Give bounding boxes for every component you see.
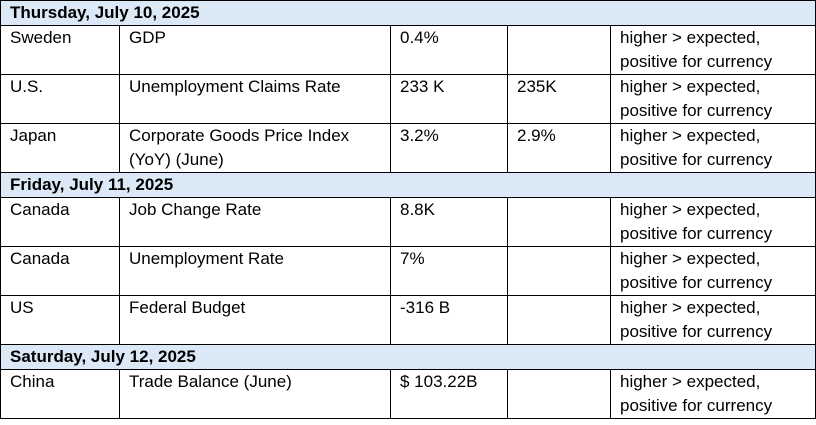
impact-cell: higher > expected, positive for currency bbox=[609, 74, 816, 124]
indicator-cell: Job Change Rate bbox=[119, 197, 391, 247]
impact-line: higher > expected, bbox=[620, 28, 761, 47]
actual-cell: 8.8K bbox=[390, 197, 508, 247]
impact-line: positive for currency bbox=[620, 52, 773, 71]
impact-line: higher > expected, bbox=[620, 249, 761, 268]
table-row: Japan Corporate Goods Price Index (YoY) … bbox=[0, 123, 816, 173]
impact-line: higher > expected, bbox=[620, 126, 761, 145]
forecast-cell bbox=[507, 369, 611, 419]
impact-line: higher > expected, bbox=[620, 298, 761, 317]
actual-cell: 7% bbox=[390, 246, 508, 296]
date-header: Friday, July 11, 2025 bbox=[0, 172, 816, 198]
impact-cell: higher > expected, positive for currency bbox=[609, 25, 816, 75]
impact-cell: higher > expected, positive for currency bbox=[609, 197, 816, 247]
forecast-cell: 235K bbox=[507, 74, 611, 124]
forecast-cell bbox=[507, 25, 611, 75]
country-cell: U.S. bbox=[0, 74, 120, 124]
actual-cell: 0.4% bbox=[390, 25, 508, 75]
date-header: Thursday, July 10, 2025 bbox=[0, 0, 816, 26]
date-header-row: Saturday, July 12, 2025 bbox=[0, 344, 816, 370]
impact-line: higher > expected, bbox=[620, 200, 761, 219]
actual-cell: 3.2% bbox=[390, 123, 508, 173]
indicator-cell: Corporate Goods Price Index (YoY) (June) bbox=[119, 123, 391, 173]
impact-line: positive for currency bbox=[620, 273, 773, 292]
impact-cell: higher > expected, positive for currency bbox=[609, 369, 816, 419]
country-cell: US bbox=[0, 295, 120, 345]
impact-cell: higher > expected, positive for currency bbox=[609, 123, 816, 173]
impact-line: positive for currency bbox=[620, 396, 773, 415]
impact-line: positive for currency bbox=[620, 322, 773, 341]
country-cell: Sweden bbox=[0, 25, 120, 75]
impact-cell: higher > expected, positive for currency bbox=[609, 246, 816, 296]
forecast-cell: 2.9% bbox=[507, 123, 611, 173]
impact-line: positive for currency bbox=[620, 150, 773, 169]
country-cell: China bbox=[0, 369, 120, 419]
forecast-cell bbox=[507, 197, 611, 247]
date-header-row: Friday, July 11, 2025 bbox=[0, 172, 816, 198]
country-cell: Canada bbox=[0, 197, 120, 247]
date-header-row: Thursday, July 10, 2025 bbox=[0, 0, 816, 26]
impact-line: positive for currency bbox=[620, 101, 773, 120]
indicator-cell: Federal Budget bbox=[119, 295, 391, 345]
table-row: U.S. Unemployment Claims Rate 233 K 235K… bbox=[0, 74, 816, 124]
indicator-cell: GDP bbox=[119, 25, 391, 75]
table-row: Canada Unemployment Rate 7% higher > exp… bbox=[0, 246, 816, 296]
actual-cell: $ 103.22B bbox=[390, 369, 508, 419]
table-row: China Trade Balance (June) $ 103.22B hig… bbox=[0, 369, 816, 419]
forecast-cell bbox=[507, 246, 611, 296]
forecast-cell bbox=[507, 295, 611, 345]
actual-cell: 233 K bbox=[390, 74, 508, 124]
impact-cell: higher > expected, positive for currency bbox=[609, 295, 816, 345]
indicator-cell: Unemployment Claims Rate bbox=[119, 74, 391, 124]
actual-cell: -316 B bbox=[390, 295, 508, 345]
table-row: US Federal Budget -316 B higher > expect… bbox=[0, 295, 816, 345]
impact-line: higher > expected, bbox=[620, 372, 761, 391]
country-cell: Canada bbox=[0, 246, 120, 296]
indicator-cell: Trade Balance (June) bbox=[119, 369, 391, 419]
table-row: Canada Job Change Rate 8.8K higher > exp… bbox=[0, 197, 816, 247]
table-row: Sweden GDP 0.4% higher > expected, positi… bbox=[0, 25, 816, 75]
impact-line: positive for currency bbox=[620, 224, 773, 243]
indicator-cell: Unemployment Rate bbox=[119, 246, 391, 296]
impact-line: higher > expected, bbox=[620, 77, 761, 96]
country-cell: Japan bbox=[0, 123, 120, 173]
date-header: Saturday, July 12, 2025 bbox=[0, 344, 816, 370]
